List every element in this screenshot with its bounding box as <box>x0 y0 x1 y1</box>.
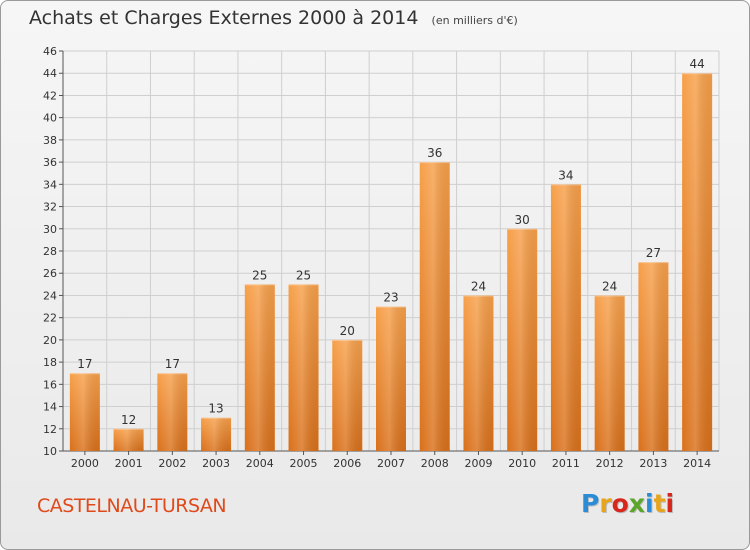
bar-value-label: 17 <box>165 357 180 371</box>
bar-highlight <box>638 262 669 451</box>
y-tick-label: 28 <box>43 245 57 258</box>
y-tick-label: 32 <box>43 201 57 214</box>
y-tick-label: 14 <box>43 401 57 414</box>
bar-value-label: 44 <box>689 57 704 71</box>
bar-highlight <box>244 284 275 451</box>
bar-highlight <box>376 306 406 451</box>
y-tick-label: 24 <box>43 289 57 302</box>
bar-value-label: 13 <box>208 402 223 416</box>
bar-value-label: 23 <box>383 291 398 305</box>
bar-value-label: 30 <box>515 213 530 227</box>
brand-letter: r <box>599 489 612 518</box>
x-tick-label: 2014 <box>683 457 711 470</box>
x-tick-label: 2000 <box>71 457 99 470</box>
town-name: CASTELNAU-TURSAN <box>37 495 227 517</box>
y-tick-label: 18 <box>43 356 57 369</box>
y-tick-label: 12 <box>43 423 57 436</box>
x-tick-label: 2007 <box>377 457 405 470</box>
bar-value-label: 24 <box>471 279 486 293</box>
bar-highlight <box>463 295 494 451</box>
y-tick-label: 38 <box>43 134 57 147</box>
bar-highlight <box>201 417 232 451</box>
x-tick-label: 2011 <box>552 457 580 470</box>
bar-highlight <box>332 339 363 451</box>
y-tick-label: 42 <box>43 89 57 102</box>
x-tick-label: 2008 <box>421 457 449 470</box>
bar-highlight <box>682 73 713 451</box>
bar-highlight <box>157 373 188 451</box>
y-tick-label: 20 <box>43 334 57 347</box>
x-tick-label: 2009 <box>464 457 492 470</box>
brand-letter: t <box>653 489 666 518</box>
y-tick-label: 26 <box>43 267 57 280</box>
brand-letter: i <box>665 489 675 518</box>
bar-value-label: 12 <box>121 413 136 427</box>
bar-highlight <box>550 184 581 452</box>
bar-value-label: 25 <box>296 268 311 282</box>
bar-highlight <box>594 295 625 451</box>
bar-highlight <box>419 162 450 451</box>
x-tick-label: 2012 <box>596 457 624 470</box>
y-tick-label: 36 <box>43 156 57 169</box>
y-tick-label: 44 <box>43 67 57 80</box>
x-tick-label: 2010 <box>508 457 536 470</box>
bars <box>69 73 713 452</box>
bar-value-label: 20 <box>340 324 355 338</box>
brand-letter: x <box>628 489 645 518</box>
bar-value-label: 27 <box>646 246 661 260</box>
chart-title: Achats et Charges Externes 2000 à 2014 <box>29 7 419 29</box>
brand-letter: P <box>581 489 600 518</box>
bar-value-label: 17 <box>77 357 92 371</box>
chart-unit-label: (en milliers d'€) <box>431 14 518 27</box>
y-tick-label: 16 <box>43 378 57 391</box>
x-tick-label: 2004 <box>246 457 274 470</box>
labels: 10 12 14 16 18 20 22 24 26 28 30 32 34 36 38 40 42 44 46 17… <box>43 45 711 470</box>
title-row: Achats et Charges Externes 2000 à 2014 (… <box>29 7 518 29</box>
bar-value-label: 36 <box>427 146 442 160</box>
x-tick-label: 2013 <box>639 457 667 470</box>
bar-highlight <box>69 373 100 451</box>
brand-logo: Proxiti <box>581 489 674 518</box>
x-tick-label: 2006 <box>333 457 361 470</box>
brand-letter: i <box>645 489 654 518</box>
bar-value-label: 25 <box>252 268 267 282</box>
x-tick-label: 2002 <box>158 457 186 470</box>
x-tick-label: 2005 <box>290 457 318 470</box>
y-tick-label: 46 <box>43 45 57 58</box>
y-tick-label: 22 <box>43 312 57 325</box>
bar-highlight <box>113 428 144 451</box>
y-tick-label: 30 <box>43 223 57 236</box>
brand-letter: o <box>611 489 629 518</box>
bar-value-label: 24 <box>602 279 617 293</box>
y-tick-label: 10 <box>43 445 57 458</box>
bar-highlight <box>288 284 319 451</box>
x-tick-label: 2001 <box>115 457 143 470</box>
y-tick-label: 40 <box>43 112 57 125</box>
y-tick-label: 34 <box>43 178 57 191</box>
bar-value-label: 34 <box>558 168 573 182</box>
x-tick-label: 2003 <box>202 457 230 470</box>
bar-highlight <box>507 228 538 451</box>
